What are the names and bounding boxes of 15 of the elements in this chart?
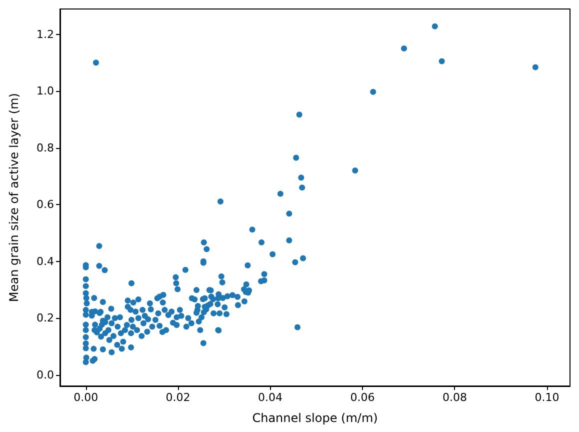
x-tick-label: 0.08	[442, 391, 467, 404]
y-tick-label: 0.4	[36, 254, 54, 268]
x-tick-label: 0.10	[534, 391, 560, 404]
y-axis-title: Mean grain size of active layer (m)	[7, 93, 21, 302]
y-tick-label: 0.6	[36, 198, 54, 212]
y-tick-label: 1.0	[36, 84, 54, 98]
x-tick-label: 0.04	[258, 391, 283, 404]
x-axis-title: Channel slope (m/m)	[252, 411, 378, 425]
y-tick-label: 0.8	[36, 141, 54, 154]
x-tick-label: 0.06	[350, 391, 375, 404]
x-tick-label: 0.02	[166, 391, 190, 404]
y-tick-label: 0.2	[36, 312, 54, 325]
x-tick-label: 0.00	[74, 391, 98, 404]
y-tick-label: 0.0	[36, 368, 54, 382]
y-tick-label: 1.2	[36, 28, 54, 41]
